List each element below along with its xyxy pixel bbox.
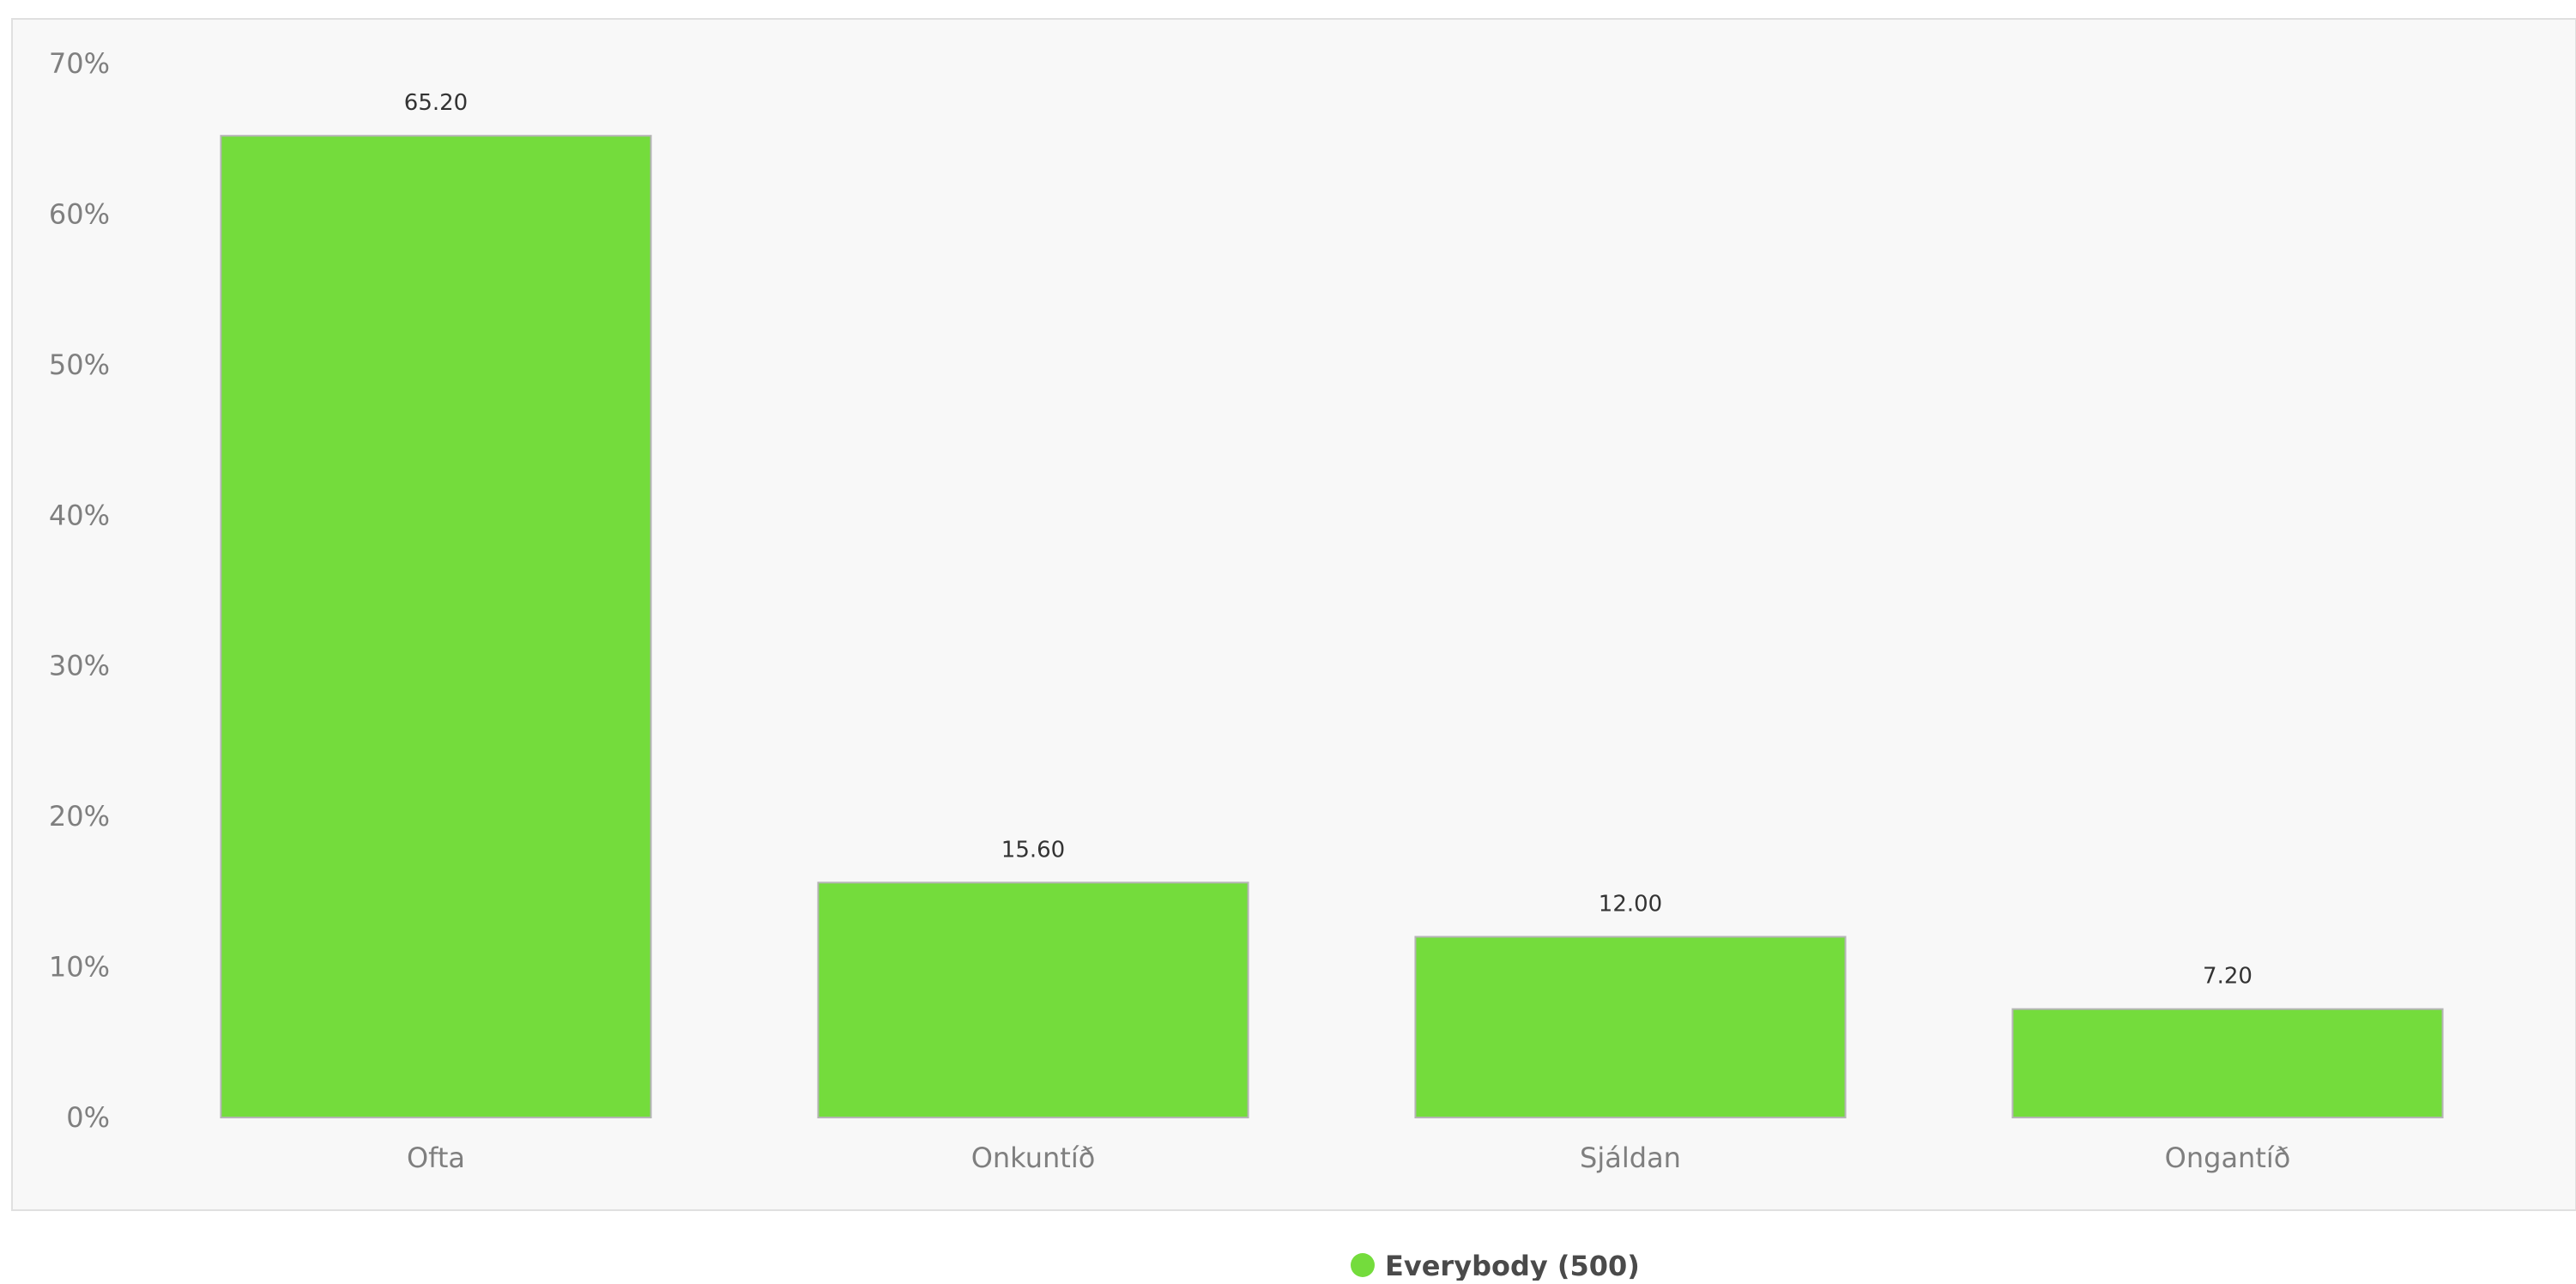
- x-tick-label: Onkuntíð: [971, 1142, 1096, 1174]
- y-tick-label: 40%: [49, 499, 110, 531]
- data-labels-group: 65.20 15.60 12.00 7.20: [404, 90, 2252, 989]
- data-label: 12.00: [1599, 891, 1662, 917]
- x-tick-label: Ongantíð: [2165, 1142, 2291, 1174]
- y-tick-label: 10%: [49, 951, 110, 984]
- y-tick-label: 50%: [49, 348, 110, 381]
- legend[interactable]: Everybody (500): [1351, 1250, 1640, 1282]
- bars-group: [220, 135, 2444, 1119]
- legend-label[interactable]: Everybody (500): [1385, 1250, 1640, 1282]
- x-tick-label: Ofta: [407, 1142, 465, 1174]
- y-tick-label: 0%: [66, 1101, 110, 1134]
- x-axis: Ofta Onkuntíð Sjáldan Ongantíð: [407, 1142, 2290, 1174]
- y-tick-label: 30%: [49, 650, 110, 682]
- y-tick-label: 60%: [49, 197, 110, 230]
- bar-ofta[interactable]: [220, 135, 652, 1119]
- bar-onkuntíð[interactable]: [817, 881, 1249, 1118]
- x-tick-label: Sjáldan: [1580, 1142, 1681, 1174]
- data-label: 7.20: [2203, 964, 2252, 990]
- data-label: 15.60: [1001, 837, 1065, 863]
- bar-sjáldan[interactable]: [1414, 936, 1847, 1118]
- y-tick-label: 70%: [49, 47, 110, 80]
- y-axis: 0% 10% 20% 30% 40% 50% 60% 70%: [49, 47, 110, 1134]
- y-tick-label: 20%: [49, 800, 110, 833]
- legend-swatch-icon[interactable]: [1351, 1253, 1375, 1277]
- bar-ongantíð[interactable]: [2011, 1008, 2444, 1118]
- data-label: 65.20: [404, 90, 468, 116]
